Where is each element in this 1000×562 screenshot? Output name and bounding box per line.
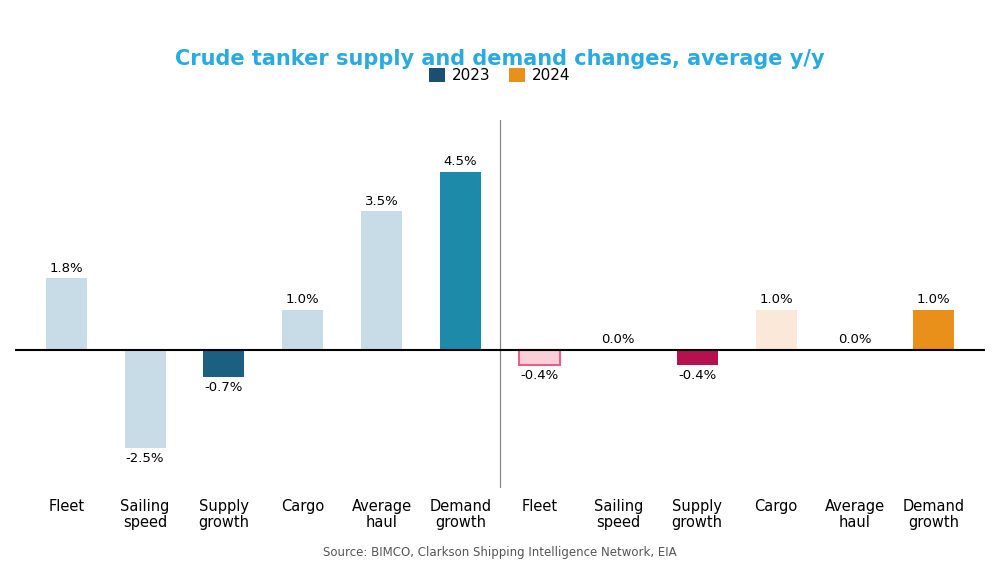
Bar (519, 350, 560, 365)
Text: 0.0%: 0.0% (602, 333, 635, 346)
Bar (46, 278, 87, 350)
Text: 3.5%: 3.5% (365, 194, 399, 207)
Text: -0.4%: -0.4% (520, 369, 559, 382)
Text: 1.0%: 1.0% (286, 293, 320, 306)
Text: 1.8%: 1.8% (49, 262, 83, 275)
Text: 1.0%: 1.0% (917, 293, 951, 306)
Bar (677, 350, 718, 365)
Text: -2.5%: -2.5% (126, 452, 164, 465)
Text: 0.0%: 0.0% (838, 333, 872, 346)
Bar (913, 310, 954, 350)
Bar (440, 171, 481, 350)
Bar (203, 350, 244, 377)
Text: 4.5%: 4.5% (444, 155, 477, 168)
Bar (282, 310, 323, 350)
Text: -0.4%: -0.4% (678, 369, 716, 382)
Title: Crude tanker supply and demand changes, average y/y: Crude tanker supply and demand changes, … (175, 49, 825, 69)
Legend: 2023, 2024: 2023, 2024 (423, 62, 577, 89)
Text: Source: BIMCO, Clarkson Shipping Intelligence Network, EIA: Source: BIMCO, Clarkson Shipping Intelli… (323, 546, 677, 559)
Text: -0.7%: -0.7% (205, 380, 243, 394)
Bar (756, 310, 797, 350)
Bar (361, 211, 402, 350)
Text: 1.0%: 1.0% (759, 293, 793, 306)
Bar (125, 350, 166, 448)
